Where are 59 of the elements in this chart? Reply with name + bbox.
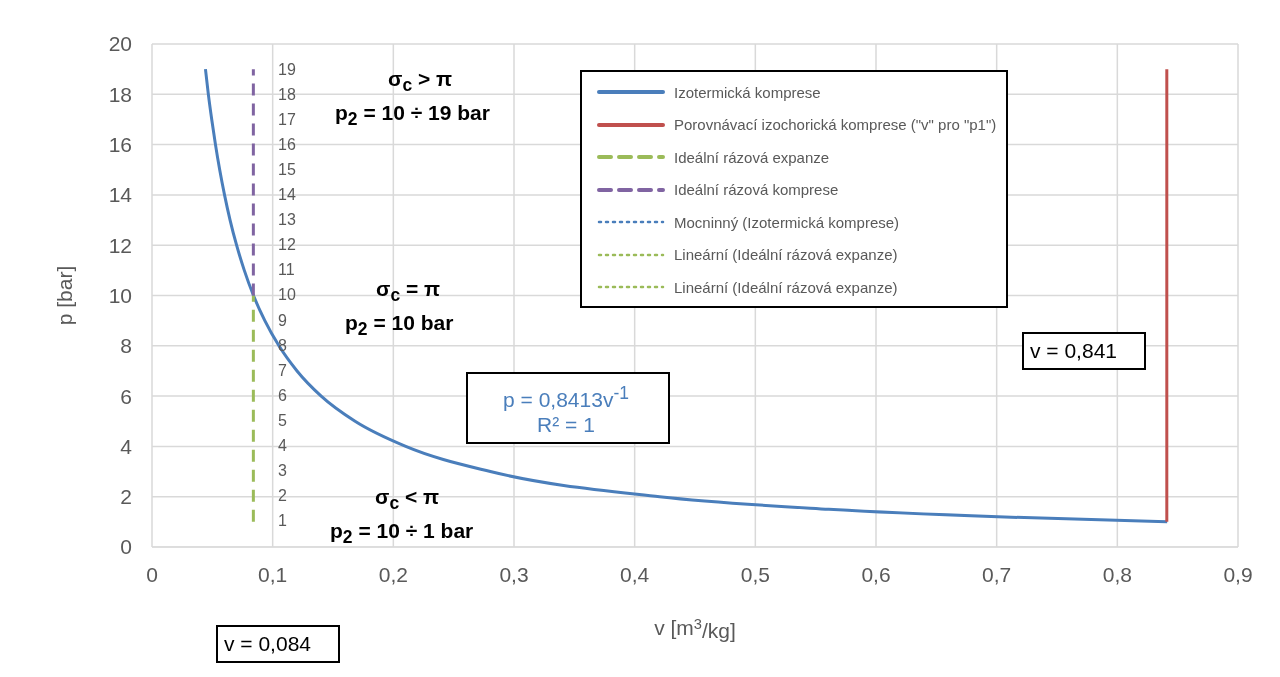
y-axis-title: p [bar] [53, 265, 76, 326]
y-tick-label: 6 [120, 384, 132, 408]
y-tick-label: 10 [108, 283, 132, 307]
legend-label: Izotermická komprese [674, 83, 821, 101]
legend-label: Lineární (Ideální rázová expanze) [674, 246, 898, 264]
y-tick-label: 20 [108, 32, 132, 56]
legend-label: Porovnávací izochorická komprese ("v" pro "p1") [674, 116, 997, 134]
annotation: 8 [278, 336, 287, 355]
legend-label: Mocninný (Izotermická komprese) [674, 213, 900, 231]
y-tick-label: 12 [108, 233, 132, 257]
annotation: 5 [278, 411, 287, 430]
y-tick-label: 14 [108, 183, 133, 207]
annotation: p$_{2}$ = 10 bar [345, 310, 454, 342]
annotation: 1 [278, 512, 287, 530]
annotation: 14 [278, 186, 296, 205]
annotation: 17 [278, 111, 296, 130]
annotation: 16 [278, 136, 296, 155]
x-tick-label: 0,3 [499, 562, 529, 586]
x-tick-label: 0,4 [620, 562, 650, 586]
x-tick-label: 0,6 [861, 562, 891, 586]
annotation: σ$_{c}$ < π [375, 484, 440, 516]
annotation: 19 [278, 60, 296, 79]
annotation: 7 [278, 361, 287, 380]
annotation: 18 [278, 85, 296, 104]
y-tick-label: 8 [120, 334, 132, 358]
text: v = 0,084 [223, 631, 312, 657]
annotation: σ$_{c}$ > π [388, 66, 453, 98]
annotation: R² = 1 [536, 412, 596, 438]
annotation: 12 [278, 236, 296, 255]
annotation: 6 [278, 386, 287, 405]
annotation: 4 [278, 436, 287, 455]
y-tick-label: 2 [120, 485, 132, 509]
annotation: σ$_{c}$ = π [376, 276, 441, 308]
annotation: p$_{2}$ = 10 ÷ 19 bar [335, 100, 490, 132]
x-tick-label: 0,1 [258, 562, 288, 586]
annotation: p$_{2}$ = 10 ÷ 1 bar [330, 518, 474, 550]
annotation: 2 [278, 486, 287, 505]
x-tick-label: 0 [146, 562, 158, 586]
legend-label: Lineární (Ideální rázová expanze) [674, 278, 898, 296]
x-tick-label: 0,5 [740, 562, 770, 586]
y-tick-label: 18 [108, 82, 132, 106]
annotation: p = 0,8413v$^{-1}$ [503, 383, 629, 411]
x-tick-label: 0,2 [378, 562, 408, 586]
legend-label: Ideální rázová komprese [674, 181, 839, 199]
legend-label: Ideální rázová expanze [674, 148, 830, 166]
y-tick-label: 16 [108, 133, 132, 157]
x-axis-title: v [m$^{3}$/kg] [654, 616, 736, 642]
annotation: 11 [278, 261, 295, 280]
annotation: 3 [278, 461, 287, 480]
x-tick-label: 0,7 [982, 562, 1012, 586]
annotation: 9 [278, 311, 287, 330]
annotation: 10 [278, 286, 296, 305]
annotation: 15 [278, 161, 296, 180]
annotation: v = 0,841 [1029, 338, 1118, 364]
y-tick-label: 4 [120, 434, 133, 458]
x-tick-label: 0,9 [1223, 562, 1253, 586]
x-tick-label: 0,8 [1102, 562, 1132, 586]
annotation: 13 [278, 211, 296, 230]
y-tick-label: 0 [120, 535, 132, 559]
